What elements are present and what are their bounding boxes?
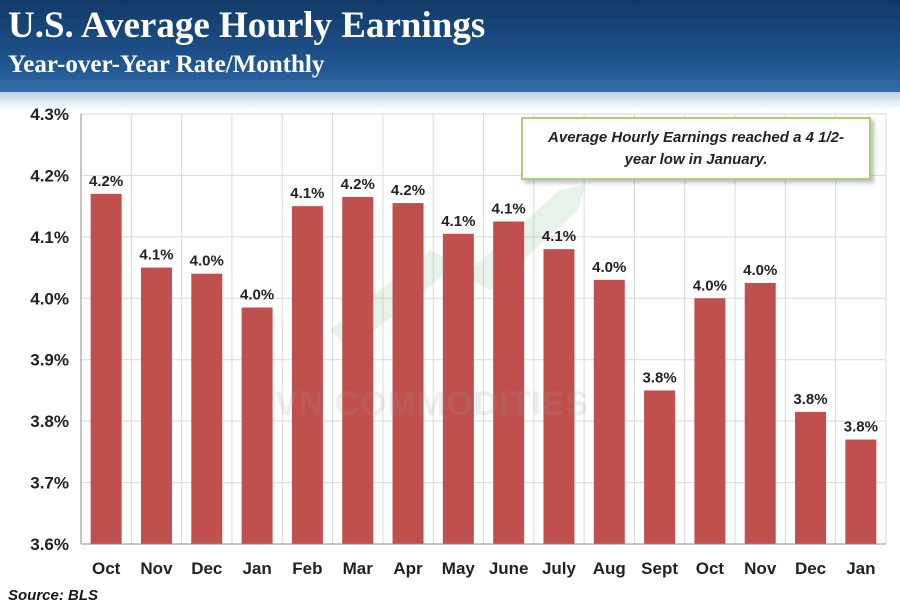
- data-label: 4.0%: [743, 262, 777, 279]
- data-label: 4.0%: [190, 253, 224, 270]
- data-label: 4.1%: [139, 247, 173, 264]
- data-label: 4.2%: [391, 182, 425, 199]
- x-tick-label: Nov: [140, 559, 173, 578]
- x-tick-label: May: [442, 559, 476, 578]
- y-tick-label: 4.2%: [30, 166, 69, 185]
- bar: [291, 206, 323, 544]
- x-tick-label: Mar: [343, 559, 374, 578]
- bar: [644, 390, 676, 544]
- data-label: 3.8%: [844, 419, 878, 436]
- bar: [493, 221, 525, 544]
- y-tick-label: 3.8%: [30, 412, 69, 431]
- source-note: Source: BLS: [8, 587, 99, 604]
- y-tick-label: 3.7%: [30, 474, 69, 493]
- bar: [694, 298, 726, 544]
- data-label: 4.1%: [492, 201, 526, 218]
- x-tick-label: Sept: [641, 559, 678, 578]
- bar: [191, 273, 223, 544]
- data-label: 4.1%: [441, 213, 475, 230]
- x-tick-label: Jan: [242, 559, 271, 578]
- watermark: VN COMMODITIES: [275, 385, 590, 423]
- x-tick-label: Nov: [744, 559, 777, 578]
- bar: [744, 282, 776, 544]
- header-fade: [0, 80, 900, 110]
- x-tick-label: Dec: [795, 559, 826, 578]
- chart-subtitle: Year-over-Year Rate/Monthly: [8, 51, 325, 78]
- y-tick-label: 4.0%: [30, 289, 69, 308]
- x-tick-label: Feb: [292, 559, 322, 578]
- bar: [845, 439, 877, 544]
- x-tick-label: June: [489, 559, 529, 578]
- data-label: 4.1%: [542, 228, 576, 245]
- data-label: 3.8%: [642, 369, 676, 386]
- x-tick-label: Aug: [593, 559, 626, 578]
- y-tick-label: 4.3%: [30, 105, 69, 124]
- bar: [140, 267, 172, 544]
- data-label: 3.8%: [793, 391, 827, 408]
- y-tick-label: 4.1%: [30, 228, 69, 247]
- data-label: 4.2%: [89, 173, 123, 190]
- data-label: 4.0%: [592, 259, 626, 276]
- chart-title: U.S. Average Hourly Earnings: [8, 5, 486, 46]
- x-tick-label: Oct: [92, 559, 121, 578]
- data-label: 4.0%: [240, 287, 274, 304]
- bar: [442, 233, 474, 545]
- y-tick-label: 3.9%: [30, 351, 69, 370]
- bar: [392, 203, 424, 545]
- data-label: 4.0%: [693, 277, 727, 294]
- bar: [90, 193, 122, 544]
- x-tick-label: Apr: [393, 559, 423, 578]
- x-tick-label: Oct: [696, 559, 725, 578]
- bar: [241, 307, 273, 544]
- annotation-callout: Average Hourly Earnings reached a 4 1/2-…: [521, 117, 871, 180]
- y-tick-label: 3.6%: [30, 535, 69, 554]
- x-tick-label: Jan: [846, 559, 875, 578]
- data-label: 4.2%: [341, 176, 375, 193]
- bar: [593, 279, 625, 544]
- data-label: 4.1%: [290, 185, 324, 202]
- bar: [543, 249, 575, 544]
- bar: [795, 411, 827, 544]
- chart-header: [0, 0, 900, 92]
- bar: [342, 196, 374, 544]
- x-tick-label: Dec: [191, 559, 222, 578]
- x-tick-label: July: [542, 559, 577, 578]
